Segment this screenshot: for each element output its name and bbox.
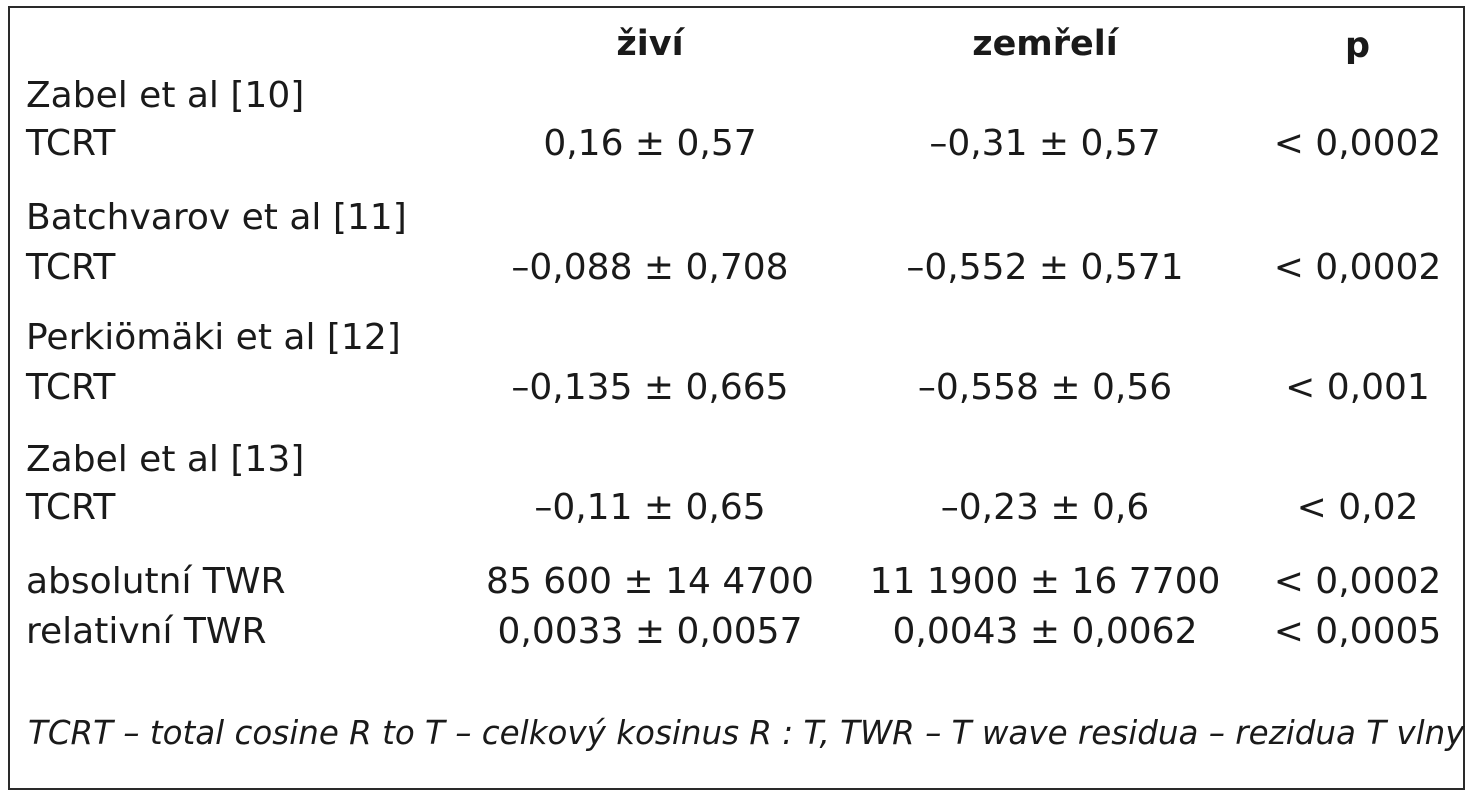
value-alive: 85 600 ± 14 4700 xyxy=(486,561,814,602)
value-p: < 0,001 xyxy=(1285,367,1430,408)
row-label: TCRT xyxy=(26,247,116,288)
row-label: TCRT xyxy=(26,123,116,164)
value-alive: 0,0033 ± 0,0057 xyxy=(497,611,803,652)
value-dead: –0,23 ± 0,6 xyxy=(940,487,1150,528)
study-title: Zabel et al [13] xyxy=(26,439,305,480)
value-alive: –0,11 ± 0,65 xyxy=(534,487,766,528)
value-dead: 0,0043 ± 0,0062 xyxy=(892,611,1198,652)
column-header-alive: živí xyxy=(616,24,684,64)
study-title: Batchvarov et al [11] xyxy=(26,197,407,238)
value-p: < 0,0002 xyxy=(1273,123,1442,164)
column-header-p: p xyxy=(1344,26,1371,66)
row-label: TCRT xyxy=(26,487,116,528)
study-title: Perkiömäki et al [12] xyxy=(26,317,401,358)
value-p: < 0,0002 xyxy=(1273,561,1442,602)
value-dead: –0,552 ± 0,571 xyxy=(906,247,1184,288)
value-alive: 0,16 ± 0,57 xyxy=(543,123,757,164)
row-label: relativní TWR xyxy=(26,611,267,652)
value-dead: –0,31 ± 0,57 xyxy=(929,123,1161,164)
row-label: TCRT xyxy=(26,367,116,408)
value-p: < 0,0002 xyxy=(1273,247,1442,288)
study-title: Zabel et al [10] xyxy=(26,75,305,116)
value-dead: 11 1900 ± 16 7700 xyxy=(869,561,1221,602)
value-alive: –0,135 ± 0,665 xyxy=(511,367,789,408)
table-frame xyxy=(8,6,1465,790)
column-header-dead: zemřelí xyxy=(972,24,1118,64)
value-alive: –0,088 ± 0,708 xyxy=(511,247,789,288)
row-label: absolutní TWR xyxy=(26,561,286,602)
table-footnote: TCRT – total cosine R to T – celkový kos… xyxy=(28,714,1465,752)
value-dead: –0,558 ± 0,56 xyxy=(917,367,1173,408)
value-p: < 0,02 xyxy=(1296,487,1419,528)
value-p: < 0,0005 xyxy=(1273,611,1442,652)
